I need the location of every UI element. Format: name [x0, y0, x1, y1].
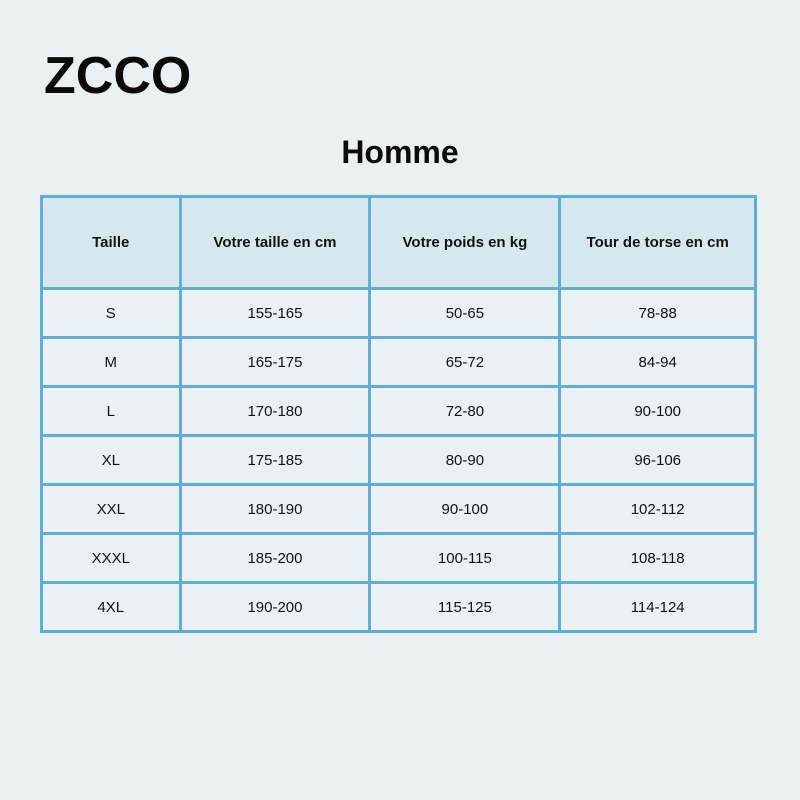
size-table: Taille Votre taille en cm Votre poids en… [40, 195, 757, 633]
table-row: XXL 180-190 90-100 102-112 [40, 483, 757, 535]
page-title: Homme [341, 134, 459, 170]
table-row: L 170-180 72-80 90-100 [40, 385, 757, 437]
table-header-row: Taille Votre taille en cm Votre poids en… [40, 195, 757, 290]
table-cell-size: L [40, 385, 182, 437]
table-row: XL 175-185 80-90 96-106 [40, 434, 757, 486]
table-row: M 165-175 65-72 84-94 [40, 336, 757, 388]
table-cell-height: 170-180 [178, 385, 372, 437]
table-cell-height: 175-185 [178, 434, 372, 486]
table-cell-height: 185-200 [178, 532, 372, 584]
table-cell-chest: 102-112 [558, 483, 757, 535]
table-cell-chest: 90-100 [558, 385, 757, 437]
table-cell-chest: 108-118 [558, 532, 757, 584]
table-cell-weight: 115-125 [368, 581, 562, 633]
table-cell-height: 190-200 [178, 581, 372, 633]
table-cell-height: 165-175 [178, 336, 372, 388]
table-cell-weight: 90-100 [368, 483, 562, 535]
table-cell-weight: 50-65 [368, 287, 562, 339]
table-cell-size: M [40, 336, 182, 388]
header-cell-votre-poids: Votre poids en kg [368, 195, 562, 290]
table-cell-chest: 114-124 [558, 581, 757, 633]
table-cell-size: S [40, 287, 182, 339]
table-cell-chest: 78-88 [558, 287, 757, 339]
table-cell-weight: 65-72 [368, 336, 562, 388]
table-cell-size: XL [40, 434, 182, 486]
header-cell-taille: Taille [40, 195, 182, 290]
table-row: XXXL 185-200 100-115 108-118 [40, 532, 757, 584]
table-cell-size: 4XL [40, 581, 182, 633]
table-cell-chest: 84-94 [558, 336, 757, 388]
header-cell-votre-taille: Votre taille en cm [178, 195, 372, 290]
brand-logo: ZCCO [44, 47, 192, 105]
table-cell-weight: 72-80 [368, 385, 562, 437]
table-cell-size: XXL [40, 483, 182, 535]
table-row: 4XL 190-200 115-125 114-124 [40, 581, 757, 633]
table-cell-weight: 100-115 [368, 532, 562, 584]
header-cell-tour-de-torse: Tour de torse en cm [558, 195, 757, 290]
table-cell-weight: 80-90 [368, 434, 562, 486]
table-cell-chest: 96-106 [558, 434, 757, 486]
table-row: S 155-165 50-65 78-88 [40, 287, 757, 339]
table-cell-height: 155-165 [178, 287, 372, 339]
table-cell-height: 180-190 [178, 483, 372, 535]
table-cell-size: XXXL [40, 532, 182, 584]
